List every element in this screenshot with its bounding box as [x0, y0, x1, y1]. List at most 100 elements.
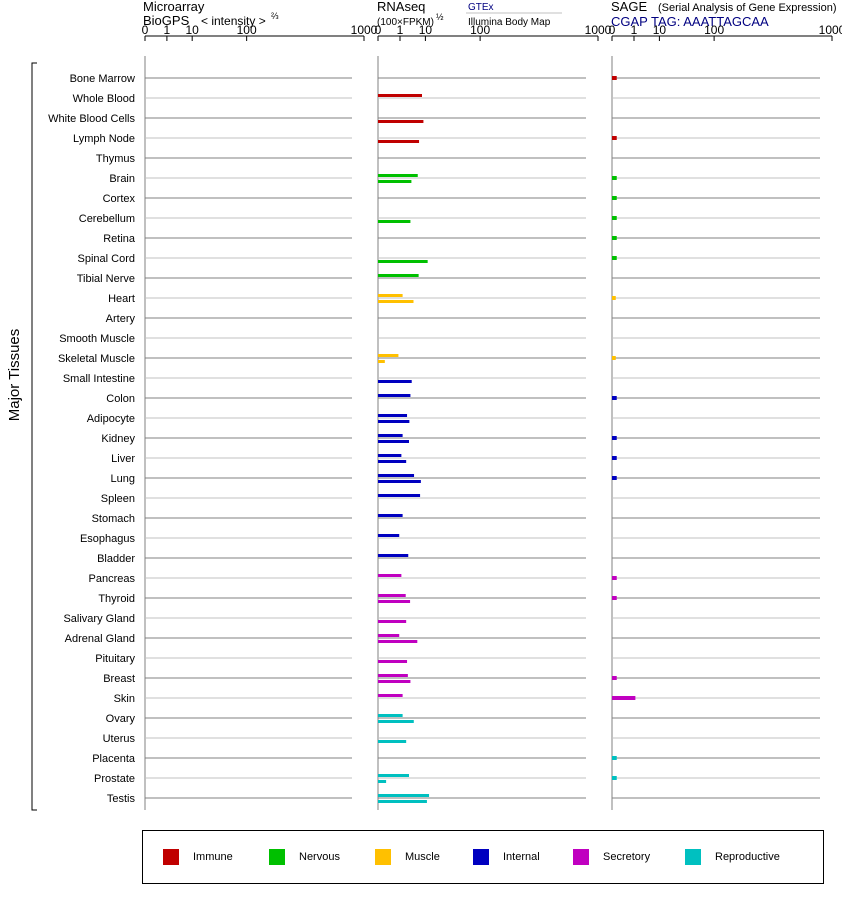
tissue-label: Cerebellum	[79, 213, 135, 225]
legend-item-reproductive: Reproductive	[685, 849, 780, 865]
bar-gtex	[378, 694, 403, 697]
tissue-label: Esophagus	[80, 533, 136, 545]
bar-sage	[612, 676, 617, 680]
bar-gtex	[378, 354, 399, 357]
sage-title: SAGE	[611, 0, 647, 14]
tissue-label: Heart	[108, 293, 135, 305]
bar-illumina	[378, 640, 418, 643]
rnaseq-tick-label: 0	[375, 23, 382, 37]
legend-item-secretory: Secretory	[573, 849, 650, 865]
sage-tag: CGAP TAG: AAATTAGCAA	[611, 14, 769, 29]
legend-label: Reproductive	[715, 851, 780, 863]
bar-illumina	[378, 740, 407, 743]
bar-gtex	[378, 414, 408, 417]
tissue-label: Lung	[111, 473, 135, 485]
tissue-label: White Blood Cells	[48, 113, 135, 125]
microarray-tick-label: 0	[142, 23, 149, 37]
rnaseq-tick-label: 10	[419, 23, 433, 37]
tissue-label: Salivary Gland	[63, 613, 135, 625]
legend-label: Immune	[193, 851, 233, 863]
bar-gtex	[378, 494, 421, 497]
legend-item-immune: Immune	[163, 849, 233, 865]
bar-illumina	[378, 220, 411, 223]
bar-gtex	[378, 794, 430, 797]
legend-swatch-immune	[163, 849, 179, 865]
rnaseq-title: RNAseq	[377, 0, 425, 14]
legend-item-muscle: Muscle	[375, 849, 440, 865]
bar-illumina	[378, 620, 407, 623]
tissue-label: Liver	[111, 453, 135, 465]
tissue-label: Adrenal Gland	[65, 633, 135, 645]
legend-item-nervous: Nervous	[269, 849, 340, 865]
bar-sage	[612, 296, 616, 300]
bar-gtex	[378, 94, 422, 97]
rnaseq-subtitle: (100×FPKM)	[377, 17, 434, 28]
legend-swatch-muscle	[375, 849, 391, 865]
tissue-label: Brain	[109, 173, 135, 185]
bar-illumina	[378, 780, 387, 783]
bar-gtex	[378, 294, 403, 297]
bar-gtex	[378, 674, 408, 677]
sage-tick-label: 100	[704, 23, 724, 37]
tissue-label: Bladder	[97, 553, 135, 565]
legend-label: Nervous	[299, 851, 340, 863]
tissue-label: Colon	[106, 393, 135, 405]
tissue-label: Thyroid	[98, 593, 135, 605]
bar-sage	[612, 176, 617, 180]
bar-gtex	[378, 454, 402, 457]
sage-subtitle: (Serial Analysis of Gene Expression)	[658, 2, 837, 14]
section-bracket	[31, 62, 37, 811]
rnaseq-tick-label: 100	[470, 23, 490, 37]
bar-sage	[612, 216, 617, 220]
tissue-label: Breast	[103, 673, 135, 685]
tissue-label: Lymph Node	[73, 133, 135, 145]
tissue-label: Bone Marrow	[70, 73, 135, 85]
bar-sage	[612, 576, 617, 580]
bar-illumina	[378, 480, 421, 483]
bar-gtex	[378, 574, 402, 577]
microarray-tick-label: 1	[164, 23, 171, 37]
rnaseq-source-gtex: GTEx	[468, 2, 494, 13]
tissue-label: Kidney	[101, 433, 135, 445]
bar-sage	[612, 256, 617, 260]
bar-illumina	[378, 140, 420, 143]
microarray-tick-label: 1000	[351, 23, 378, 37]
microarray-subtitle: BioGPS	[143, 13, 190, 28]
tissue-label: Pancreas	[89, 573, 136, 585]
microarray-title: Microarray	[143, 0, 205, 14]
bar-sage	[612, 76, 617, 80]
bar-sage	[612, 136, 617, 140]
bar-illumina	[378, 440, 410, 443]
legend-item-internal: Internal	[473, 849, 540, 865]
tissue-label: Artery	[106, 313, 136, 325]
bar-sage	[612, 196, 617, 200]
bar-illumina	[378, 120, 424, 123]
bar-gtex	[378, 554, 409, 557]
tissue-label: Stomach	[92, 513, 135, 525]
bar-illumina	[378, 600, 411, 603]
bar-gtex	[378, 534, 400, 537]
rnaseq-exponent: ½	[436, 12, 444, 22]
bar-illumina	[378, 800, 427, 803]
legend-label: Muscle	[405, 851, 440, 863]
bar-sage	[612, 236, 617, 240]
bar-gtex	[378, 394, 411, 397]
legend-label: Internal	[503, 851, 540, 863]
tissue-label: Small Intestine	[63, 373, 135, 385]
bar-sage	[612, 596, 617, 600]
bar-gtex	[378, 634, 400, 637]
bar-sage	[612, 456, 617, 460]
tissue-label: Retina	[103, 233, 136, 245]
microarray-tick-label: 100	[237, 23, 257, 37]
tissue-label: Ovary	[106, 713, 136, 725]
bar-gtex	[378, 774, 410, 777]
sage-tick-label: 0	[609, 23, 616, 37]
bar-gtex	[378, 274, 419, 277]
bar-gtex	[378, 434, 403, 437]
section-label: Major Tissues	[6, 329, 23, 422]
tissue-label: Skin	[114, 693, 135, 705]
legend-swatch-reproductive	[685, 849, 701, 865]
legend-swatch-nervous	[269, 849, 285, 865]
tissue-label: Placenta	[92, 753, 136, 765]
tissue-label: Skeletal Muscle	[58, 353, 135, 365]
